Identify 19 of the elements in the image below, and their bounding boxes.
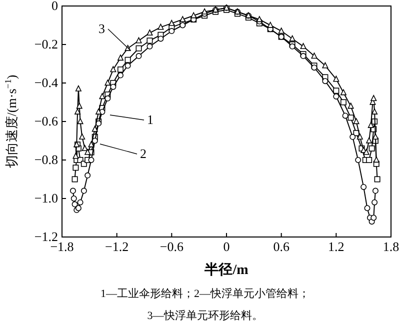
- x-tick-label: 0.6: [273, 239, 290, 254]
- x-tick-label: −0.6: [160, 239, 184, 254]
- y-tick-label: −0.4: [34, 75, 58, 90]
- x-tick-label: −1.2: [105, 239, 129, 254]
- y-tick-label: −0.6: [34, 114, 58, 128]
- y-tick-label: −0.2: [34, 36, 58, 52]
- x-tick-label: 0: [223, 239, 230, 254]
- y-tick-label: −1.2: [34, 229, 58, 244]
- legend-label: 2: [140, 146, 146, 161]
- text: 1—工业伞形给料；2—快浮单元小管给料；: [100, 287, 310, 300]
- x-tick-label: 1.2: [328, 239, 344, 254]
- y-tick-label: 0: [52, 0, 58, 13]
- x-axis-title: 半径/m: [204, 262, 249, 278]
- y-tick-label: −1.0: [34, 190, 58, 206]
- y-tick-label: −0.8: [34, 152, 58, 167]
- text: 3—快浮单元环形给料。: [147, 309, 263, 322]
- x-tick-label: 1.8: [382, 239, 400, 254]
- series-label: 3: [98, 21, 105, 36]
- legend-label: 1: [147, 112, 154, 127]
